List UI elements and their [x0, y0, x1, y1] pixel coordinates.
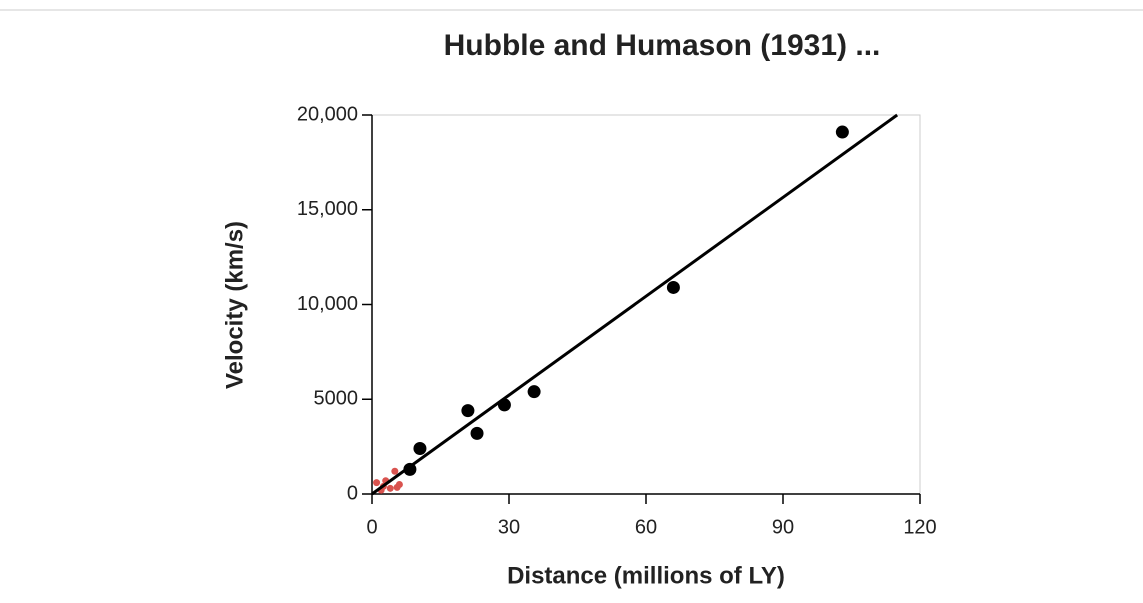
y-tick-label: 0	[347, 482, 358, 504]
chart-title: Hubble and Humason (1931) ...	[444, 29, 881, 62]
x-tick-label: 90	[772, 516, 794, 538]
data-point	[395, 481, 403, 489]
data-point	[666, 280, 680, 294]
y-tick-label: 10,000	[297, 293, 358, 315]
y-axis-label: Velocity (km/s)	[221, 221, 248, 389]
y-tick-label: 20,000	[297, 103, 358, 125]
x-axis-label: Distance (millions of LY)	[507, 562, 785, 589]
fit-line	[371, 113, 899, 496]
x-tick-label: 60	[635, 516, 657, 538]
data-point	[470, 426, 484, 440]
data-point	[461, 404, 475, 418]
x-tick-label: 30	[498, 516, 520, 538]
data-point	[413, 442, 427, 456]
data-point	[527, 385, 541, 399]
y-tick-label: 5000	[314, 388, 359, 410]
data-point	[373, 479, 381, 487]
data-point	[391, 467, 399, 475]
plot-frame	[371, 114, 921, 495]
y-tick-label: 15,000	[297, 198, 358, 220]
data-point	[386, 484, 394, 492]
data-point	[835, 125, 849, 139]
x-tick-label: 120	[903, 516, 936, 538]
x-tick-label: 0	[366, 516, 377, 538]
